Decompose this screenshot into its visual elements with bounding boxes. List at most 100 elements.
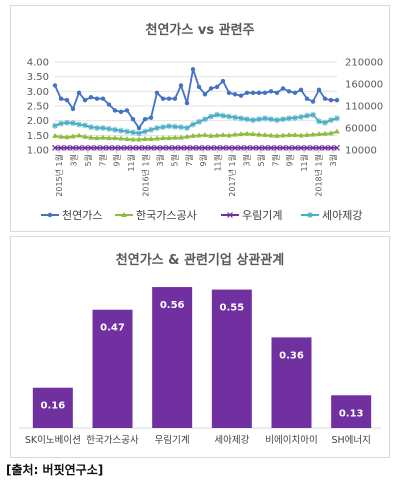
- line-point: [298, 87, 304, 93]
- line-point: [256, 131, 262, 137]
- line-point: [64, 97, 70, 103]
- x-tick-label: 2017년 1월: [227, 154, 237, 197]
- line-point: [196, 132, 202, 138]
- line-point: [268, 144, 274, 151]
- line-point: [130, 129, 136, 136]
- legend-entry: 한국가스공사: [115, 209, 197, 222]
- line-point: [298, 132, 304, 138]
- x-tick-label: 7월: [184, 154, 194, 166]
- legend-entry: 우림기계: [221, 209, 282, 222]
- line-point: [232, 114, 238, 121]
- line-point: [121, 212, 127, 217]
- line-point: [94, 125, 100, 131]
- line-point: [190, 132, 196, 138]
- line-point: [280, 132, 286, 138]
- line-point: [238, 144, 244, 151]
- x-tick-label: 3월: [241, 154, 251, 166]
- line-point: [202, 116, 208, 123]
- line-point: [178, 124, 184, 131]
- x-tick-label: 2018년 1월: [314, 154, 324, 197]
- line-point: [304, 132, 310, 138]
- line-point: [286, 144, 292, 151]
- line-point: [70, 106, 76, 112]
- line-point: [316, 118, 322, 125]
- line-point: [208, 113, 214, 120]
- line-point: [220, 132, 226, 138]
- line-point: [322, 144, 328, 151]
- bar: [271, 337, 312, 428]
- line-point: [274, 132, 280, 138]
- line-point: [244, 144, 250, 151]
- line-point: [184, 133, 190, 139]
- line-point: [136, 130, 142, 137]
- line-point: [328, 144, 334, 151]
- line-point: [244, 116, 250, 123]
- legend-label: 세아제강: [322, 209, 362, 222]
- x-tick-label: 11월: [126, 154, 136, 172]
- line-point: [190, 144, 196, 151]
- line-point: [184, 100, 190, 106]
- line-point: [58, 120, 64, 127]
- line-point: [64, 119, 70, 126]
- line-point: [214, 132, 220, 138]
- line-point: [82, 122, 88, 129]
- line-point: [226, 90, 232, 96]
- bar-value-label: 0.55: [219, 303, 244, 314]
- line-point: [142, 128, 148, 135]
- line-point: [256, 90, 262, 96]
- line-point: [58, 133, 64, 139]
- line-point: [214, 111, 220, 118]
- line-point: [64, 144, 70, 151]
- line-point: [136, 144, 142, 151]
- line-point: [112, 135, 118, 141]
- line-point: [82, 133, 88, 139]
- line-chart: 천연가스 vs 관련주 4.00 3.50 3.00 2.50 2.00 1.50 1.00 2…: [27, 22, 383, 222]
- line-point: [100, 134, 106, 140]
- line-point: [154, 90, 160, 96]
- line-point: [226, 113, 232, 120]
- line-point: [298, 114, 304, 120]
- x-tick-label: 7월: [270, 154, 280, 166]
- line-point: [70, 133, 76, 139]
- line-point: [142, 117, 148, 122]
- line-point: [178, 83, 184, 88]
- x-tick-label: 5월: [83, 154, 93, 166]
- line-chart-panel: 천연가스 vs 관련주 4.00 3.50 3.00 2.50 2.00 1.50 1.00 2…: [10, 5, 390, 232]
- line-point: [52, 132, 58, 138]
- line-point: [124, 136, 130, 141]
- y-right-tick-label: 60000: [345, 124, 377, 135]
- line-point: [47, 212, 53, 218]
- line-point: [154, 144, 160, 151]
- line-point: [286, 132, 292, 138]
- line-point: [316, 131, 322, 137]
- line-point: [334, 97, 340, 103]
- line-point: [328, 117, 334, 124]
- line-point: [190, 67, 196, 72]
- line-point: [238, 93, 244, 98]
- line-point: [322, 119, 328, 126]
- bar-chart: 천연가스 & 관련기업 상관관계 0.16 SK이노베이션 0.47 한국가스공사 0.5…: [19, 252, 381, 446]
- bar: [32, 387, 73, 428]
- line-point: [160, 124, 166, 131]
- line-point: [184, 144, 190, 151]
- line-point: [310, 131, 316, 137]
- line-point: [310, 111, 316, 118]
- x-tick-label: 9월: [285, 154, 295, 166]
- line-point: [274, 144, 280, 151]
- legend-label: 한국가스공사: [136, 209, 197, 222]
- line-point: [88, 134, 94, 140]
- line-point: [274, 90, 280, 96]
- line-point: [226, 144, 232, 151]
- legend-label: 우림기계: [242, 209, 282, 222]
- line-point: [166, 96, 172, 101]
- bar-value-label: 0.36: [279, 350, 304, 361]
- line-point: [52, 83, 58, 88]
- line-point: [124, 108, 130, 113]
- chart-title: 천연가스 vs 관련주: [146, 22, 255, 38]
- line-point: [52, 122, 58, 129]
- line-point: [220, 112, 226, 119]
- line-point: [202, 144, 208, 151]
- line-point: [256, 116, 262, 123]
- line-point: [64, 134, 70, 140]
- line-point: [88, 95, 94, 100]
